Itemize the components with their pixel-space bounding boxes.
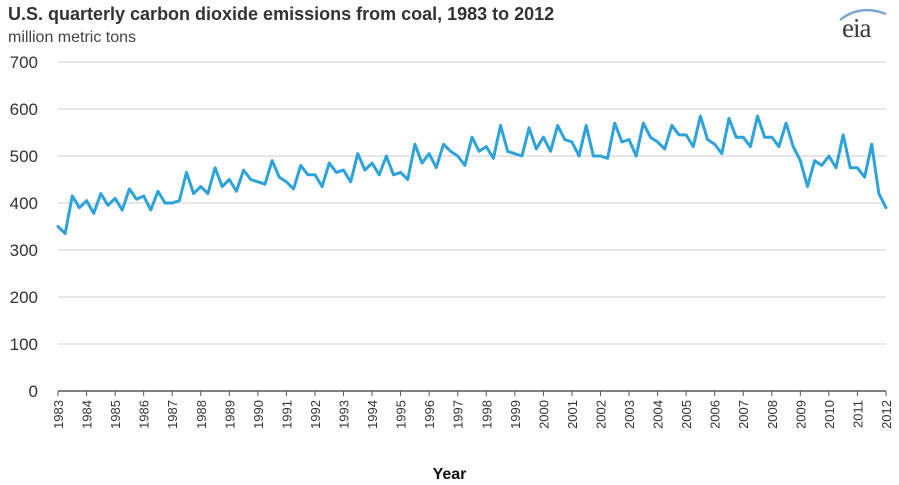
x-tick-label: 2006 <box>708 400 723 429</box>
x-tick-label: 2011 <box>850 400 865 428</box>
x-tick-label: 1998 <box>479 400 494 429</box>
x-tick-label: 1987 <box>165 400 180 429</box>
x-axis-ticks: 1983 1984 1985 1986 1987 1988 1989 1990 1991 1992… <box>51 391 894 429</box>
y-tick-label: 200 <box>10 288 38 307</box>
y-tick-label: 600 <box>10 100 38 119</box>
x-axis-title: Year <box>432 466 467 483</box>
x-tick-label: 2004 <box>651 400 666 429</box>
x-tick-label: 2003 <box>622 400 637 429</box>
y-tick-label: 500 <box>10 147 38 166</box>
chart-unit-label: million metric tons <box>8 29 137 46</box>
eia-logo-text: eia <box>842 13 872 43</box>
y-tick-label: 700 <box>10 53 38 72</box>
x-tick-label: 2001 <box>565 400 580 429</box>
x-tick-label: 1993 <box>337 400 352 429</box>
x-tick-label: 2000 <box>536 400 551 429</box>
x-tick-label: 1988 <box>194 400 209 429</box>
x-tick-label: 1983 <box>51 400 66 429</box>
x-tick-label: 2002 <box>593 400 608 429</box>
chart-title: U.S. quarterly carbon dioxide emissions … <box>8 4 555 24</box>
x-tick-label: 2005 <box>679 400 694 429</box>
x-tick-label: 2009 <box>793 400 808 429</box>
x-tick-label: 1985 <box>108 400 123 429</box>
x-tick-label: 1990 <box>251 400 266 429</box>
x-tick-label: 1984 <box>80 400 95 429</box>
series-layer <box>56 114 888 236</box>
gridlines <box>58 61 886 345</box>
x-tick-label: 2008 <box>765 400 780 429</box>
y-tick-label: 400 <box>10 194 38 213</box>
x-tick-label: 2007 <box>736 400 751 429</box>
x-tick-label: 1989 <box>222 400 237 429</box>
x-tick-label: 1991 <box>279 400 294 429</box>
x-tick-label: 2012 <box>879 400 894 429</box>
x-tick-label: 1992 <box>308 400 323 429</box>
x-tick-label: 1996 <box>422 400 437 429</box>
x-tick-label: 1999 <box>508 400 523 429</box>
y-axis: 0 100 200 300 400 500 600 700 <box>10 53 38 401</box>
x-tick-label: 2010 <box>822 400 837 429</box>
y-tick-label: 0 <box>29 382 38 401</box>
x-tick-label: 1995 <box>394 400 409 429</box>
eia-logo-icon <box>839 8 887 21</box>
x-tick-label: 1997 <box>451 400 466 429</box>
y-tick-label: 300 <box>10 241 38 260</box>
y-tick-label: 100 <box>10 335 38 354</box>
eia-logo: eia <box>836 4 894 44</box>
x-tick-label: 1986 <box>137 400 152 429</box>
x-tick-label: 1994 <box>365 400 380 429</box>
series-line <box>56 114 888 236</box>
